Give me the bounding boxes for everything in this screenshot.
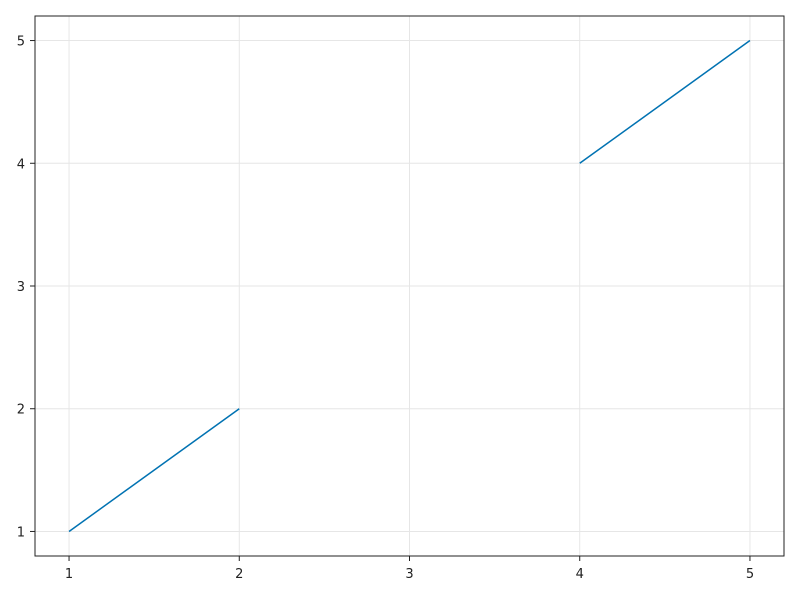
series-line-segment <box>68 408 240 533</box>
x-tick-label: 2 <box>235 567 243 582</box>
y-tick-label: 1 <box>17 525 25 540</box>
grid-lines <box>35 16 784 556</box>
y-tick-label: 5 <box>17 35 25 50</box>
series-lines <box>68 39 751 533</box>
y-tick-label: 3 <box>17 280 25 295</box>
series-line-segment <box>579 39 751 164</box>
y-axis: 1 2 3 4 5 <box>17 35 35 540</box>
x-axis: 1 2 3 4 5 <box>65 556 754 582</box>
x-tick-label: 5 <box>746 567 754 582</box>
x-tick-label: 4 <box>576 567 584 582</box>
y-tick-label: 4 <box>17 157 25 172</box>
x-tick-label: 1 <box>65 567 73 582</box>
y-tick-label: 2 <box>17 403 25 418</box>
x-tick-label: 3 <box>405 567 413 582</box>
